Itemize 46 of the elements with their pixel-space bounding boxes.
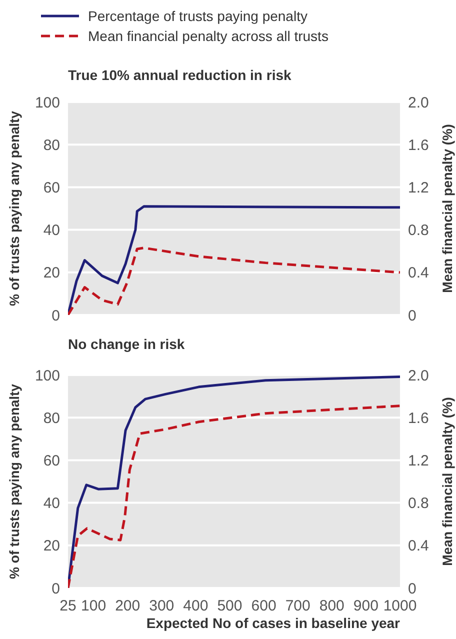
y2-tick-label: 1.2 <box>408 452 429 470</box>
y2-tick-label: 0.4 <box>408 538 429 555</box>
y2-tick-label: 0 <box>408 307 416 324</box>
x-tick-label: 200 <box>115 598 140 615</box>
y-tick-label: 80 <box>43 136 60 154</box>
legend-label: Percentage of trusts paying penalty <box>88 8 308 24</box>
chart-title: No change in risk <box>67 335 186 354</box>
y-tick-label: 40 <box>43 495 60 512</box>
legend-label: Mean financial penalty across all trusts <box>88 28 328 44</box>
y2-tick-label: 1.6 <box>408 410 429 427</box>
line-series <box>68 205 400 315</box>
y-tick-label: 20 <box>43 538 60 555</box>
y2-tick-label: 0.8 <box>408 222 429 240</box>
y-tick-label: 20 <box>43 264 60 282</box>
y2-tick-label: 0.4 <box>408 264 429 282</box>
x-tick-label: 900 <box>353 598 378 615</box>
y2-tick-label: 1.2 <box>408 180 429 197</box>
x-tick-label: 300 <box>149 598 174 615</box>
x-tick-label: 25 <box>60 598 76 615</box>
y-tick-label: 100 <box>34 94 60 112</box>
y-tick-label: 60 <box>43 452 60 470</box>
x-tick-label: 100 <box>81 598 106 615</box>
y-tick-label: 60 <box>43 180 60 197</box>
x-tick-label: 600 <box>251 598 276 615</box>
y2-tick-label: 1.6 <box>408 136 429 154</box>
x-tick-label: 500 <box>217 598 242 615</box>
x-axis-title: Expected No of cases in baseline year <box>146 615 400 631</box>
x-tick-label: 800 <box>319 598 344 615</box>
line-series <box>68 246 400 315</box>
x-tick-label: 1000 <box>383 598 417 615</box>
y-tick-label: 0 <box>52 580 60 598</box>
y2-axis-title: Mean financial penalty (%) <box>440 124 455 293</box>
y-axis-title: % of trusts paying any penalty <box>6 110 22 306</box>
y2-tick-label: 0.8 <box>408 495 429 512</box>
y-tick-label: 40 <box>43 222 60 240</box>
x-tick-label: 400 <box>183 598 208 615</box>
y2-tick-label: 2.0 <box>408 367 429 384</box>
y-tick-label: 100 <box>34 367 60 384</box>
y2-tick-label: 0 <box>408 580 416 598</box>
y-tick-label: 0 <box>52 307 60 324</box>
y2-axis-title: Mean financial penalty (%) <box>440 397 455 566</box>
y-tick-label: 80 <box>43 410 60 427</box>
y2-tick-label: 2.0 <box>408 94 429 112</box>
y-axis-title: % of trusts paying any penalty <box>6 383 22 580</box>
chart-title: True 10% annual reduction in risk <box>67 66 292 85</box>
x-tick-label: 700 <box>285 598 310 615</box>
